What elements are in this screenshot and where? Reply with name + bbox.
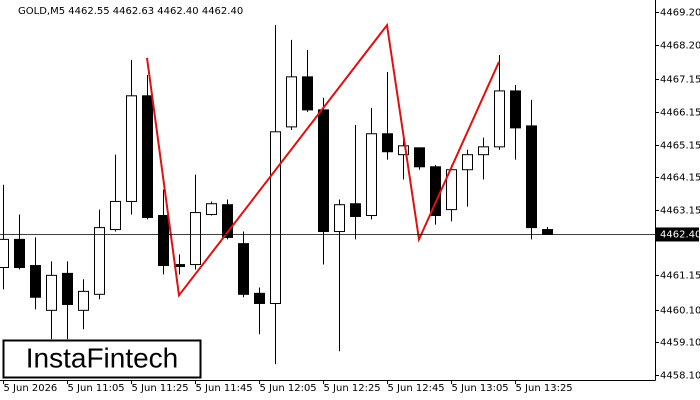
candle-body	[254, 292, 265, 304]
candle-body	[526, 125, 537, 229]
candle-body	[382, 133, 393, 153]
candle-body	[142, 95, 153, 218]
candle-body	[110, 200, 121, 231]
y-tick-label: 4460.10	[660, 306, 700, 317]
logo: InstaFintech	[26, 342, 179, 373]
y-tick-label: 4464.15	[660, 173, 700, 184]
x-tick-label: 5 Jun 12:25	[324, 383, 381, 394]
y-tick-label: 4459.10	[660, 338, 700, 349]
y-tick-label: 4468.20	[660, 41, 700, 52]
candle-body	[414, 147, 425, 168]
y-tick-label: 4469.20	[660, 8, 700, 19]
y-tick-label: 4466.15	[660, 108, 700, 119]
candle-body	[126, 95, 137, 202]
x-tick-label: 5 Jun 13:05	[452, 383, 509, 394]
x-tick-label: 5 Jun 11:05	[68, 383, 125, 394]
pattern-line	[146, 22, 500, 298]
candle-body	[238, 243, 249, 295]
x-tick-label: 5 Jun 13:25	[516, 383, 573, 394]
candle-body	[46, 274, 57, 311]
x-tick-label: 5 Jun 2026	[4, 383, 58, 394]
candle-body	[334, 204, 345, 233]
y-tick-label: 4461.15	[660, 271, 700, 282]
candle-body	[462, 154, 473, 171]
candle-body	[350, 203, 361, 217]
candle-body	[14, 238, 25, 269]
x-tick-label: 5 Jun 11:25	[132, 383, 189, 394]
candle-body	[206, 203, 217, 216]
candle-body	[510, 90, 521, 129]
candle-body	[78, 290, 89, 311]
candle-body	[190, 212, 201, 266]
y-tick-label: 4465.15	[660, 141, 700, 152]
y-tick-label: 4467.15	[660, 75, 700, 86]
candle-body	[318, 109, 329, 233]
candle-body	[94, 227, 105, 295]
x-tick-label: 5 Jun 12:05	[260, 383, 317, 394]
candle-body	[270, 131, 281, 304]
candle-body	[158, 215, 169, 267]
current-price-box	[656, 227, 699, 242]
candle-body	[286, 76, 297, 128]
candle-body	[302, 76, 313, 111]
candle-body	[478, 146, 489, 156]
plot-area	[0, 22, 553, 365]
candle-body	[30, 265, 41, 298]
x-tick-label: 5 Jun 11:45	[196, 383, 253, 394]
chart-title: GOLD,M5 4462.55 4462.63 4462.40 4462.40	[18, 6, 243, 17]
y-tick-label: 4463.15	[660, 206, 700, 217]
candle-body	[542, 229, 553, 235]
candle-body	[398, 145, 409, 156]
x-tick-label: 5 Jun 12:45	[388, 383, 445, 394]
candle-body	[0, 238, 9, 269]
candle-body	[222, 204, 233, 238]
candle-body	[366, 133, 377, 217]
logo-box	[2, 339, 202, 379]
candle-body	[62, 272, 73, 305]
y-tick-label: 4458.10	[660, 371, 700, 382]
current-price-label: 4462.40	[660, 229, 700, 240]
candle-body	[494, 90, 505, 148]
candle-body	[446, 169, 457, 211]
